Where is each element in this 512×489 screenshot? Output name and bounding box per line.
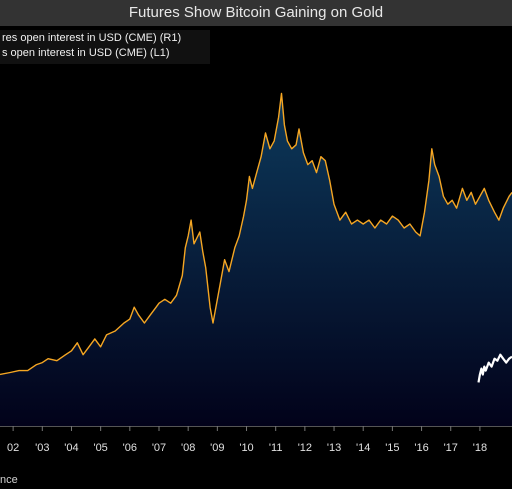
x-tick-label: 02 <box>7 442 19 454</box>
source-note: nce <box>0 474 18 486</box>
series-l1-line <box>477 353 512 383</box>
x-tick-label: '11 <box>269 442 283 454</box>
x-tick-label: '06 <box>123 442 137 454</box>
legend-label-r1: res open interest in USD (CME) (R1) <box>2 32 182 44</box>
chart-legend: res open interest in USD (CME) (R1) s op… <box>0 30 210 64</box>
series-r1-area <box>0 93 512 427</box>
x-tick-label: '14 <box>356 442 370 454</box>
x-tick-label: '17 <box>444 442 458 454</box>
legend-label-l1: s open interest in USD (CME) (L1) <box>2 47 170 59</box>
x-tick-label: '04 <box>64 442 78 454</box>
legend-entry-r1: res open interest in USD (CME) (R1) <box>0 32 181 44</box>
x-tick-label: '03 <box>35 442 49 454</box>
chart-title: Futures Show Bitcoin Gaining on Gold <box>0 0 512 26</box>
x-tick-label: '10 <box>239 442 253 454</box>
x-tick-label: '15 <box>385 442 399 454</box>
x-tick-label: '12 <box>298 442 312 454</box>
x-tick-label: '05 <box>93 442 107 454</box>
x-tick-label: '18 <box>473 442 487 454</box>
x-tick-label: '09 <box>210 442 224 454</box>
series-r1-line <box>0 92 512 376</box>
x-tick-label: '16 <box>414 442 428 454</box>
x-tick-label: '07 <box>152 442 166 454</box>
legend-entry-l1: s open interest in USD (CME) (L1) <box>0 47 170 59</box>
x-tick-label: '13 <box>327 442 341 454</box>
x-tick-label: '08 <box>181 442 195 454</box>
